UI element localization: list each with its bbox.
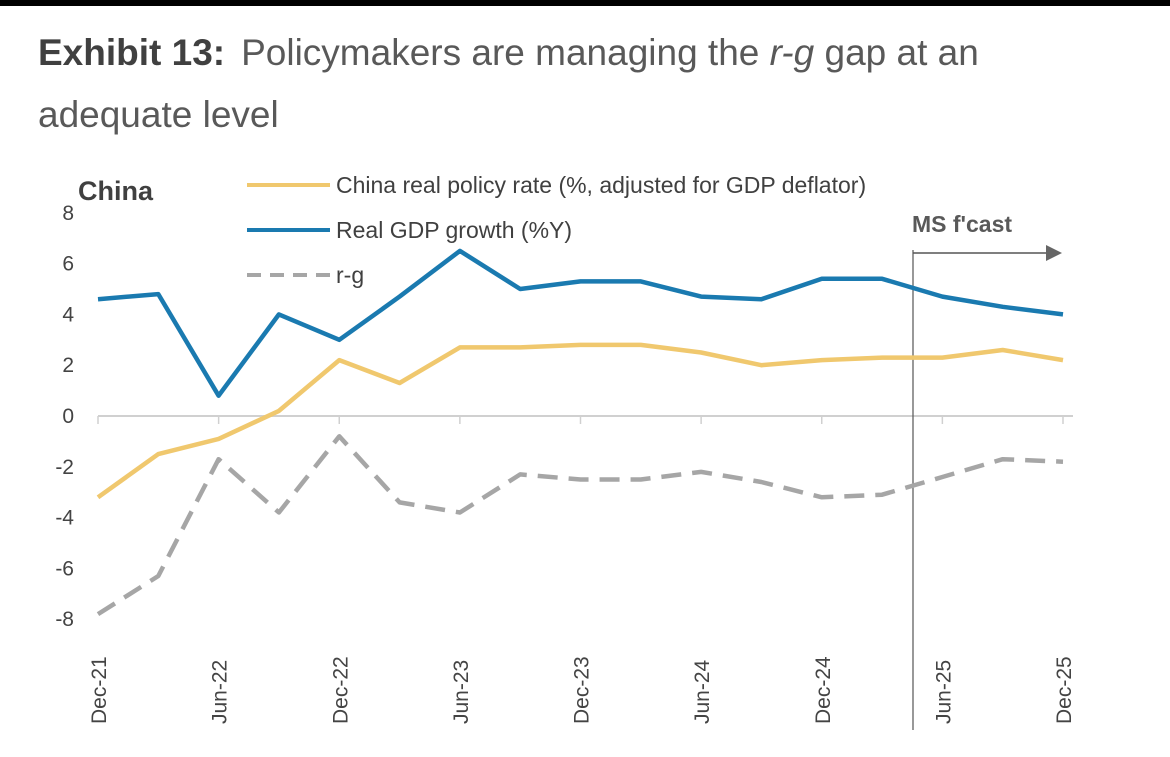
x-tick-label: Jun-22 — [209, 660, 232, 724]
title-text-rg: r-g — [769, 32, 815, 73]
y-tick-label: 0 — [62, 405, 74, 428]
forecast-marker: MS f'cast — [912, 211, 1062, 730]
legend-label-policy-rate: China real policy rate (%, adjusted for … — [336, 172, 866, 198]
x-tick-label: Dec-22 — [329, 656, 352, 724]
y-tick-label: 8 — [62, 202, 74, 225]
y-tick-label: -6 — [55, 557, 74, 580]
y-tick-label: 4 — [62, 303, 74, 326]
series-line-gdp-growth — [97, 248, 1064, 398]
y-tick-label: -2 — [55, 456, 74, 479]
title-text-end: gap at an adequate level — [38, 32, 979, 135]
x-tick-label: Dec-24 — [812, 656, 835, 724]
region-label: China — [78, 176, 154, 206]
x-tick-label: Jun-23 — [450, 660, 473, 724]
series-line-policy-rate — [96, 342, 1064, 500]
x-tick-label: Dec-25 — [1053, 656, 1076, 724]
exhibit-title: Exhibit 13: Policymakers are managing the… — [38, 22, 1138, 146]
chart-series — [96, 248, 1064, 617]
title-text-start: Policymakers are managing the — [241, 32, 770, 73]
legend-label-r-g: r-g — [336, 262, 364, 288]
x-tick-label: Jun-25 — [932, 660, 955, 724]
y-tick-label: -8 — [55, 608, 74, 631]
x-tick-label: Jun-24 — [691, 659, 714, 724]
x-tick-label: Dec-23 — [571, 656, 594, 724]
forecast-arrow-head — [1046, 245, 1062, 261]
x-tick-label: Dec-21 — [88, 656, 111, 724]
top-border — [0, 0, 1170, 6]
y-tick-label: -4 — [55, 507, 74, 530]
chart-legend: China real policy rate (%, adjusted for … — [247, 172, 866, 288]
y-tick-label: 6 — [62, 253, 74, 276]
y-tick-label: 2 — [62, 354, 74, 377]
y-axis-ticks: 8 6 4 2 0 -2 -4 -6 -8 — [55, 202, 74, 631]
x-axis-ticks: Dec-21 Jun-22 Dec-22 Jun-23 Dec-23 Jun-24 Dec-… — [88, 416, 1076, 724]
forecast-label: MS f'cast — [912, 211, 1012, 237]
legend-label-gdp-growth: Real GDP growth (%Y) — [336, 217, 572, 243]
series-line-r-g — [96, 434, 1064, 617]
exhibit-label: Exhibit 13: — [38, 32, 226, 73]
